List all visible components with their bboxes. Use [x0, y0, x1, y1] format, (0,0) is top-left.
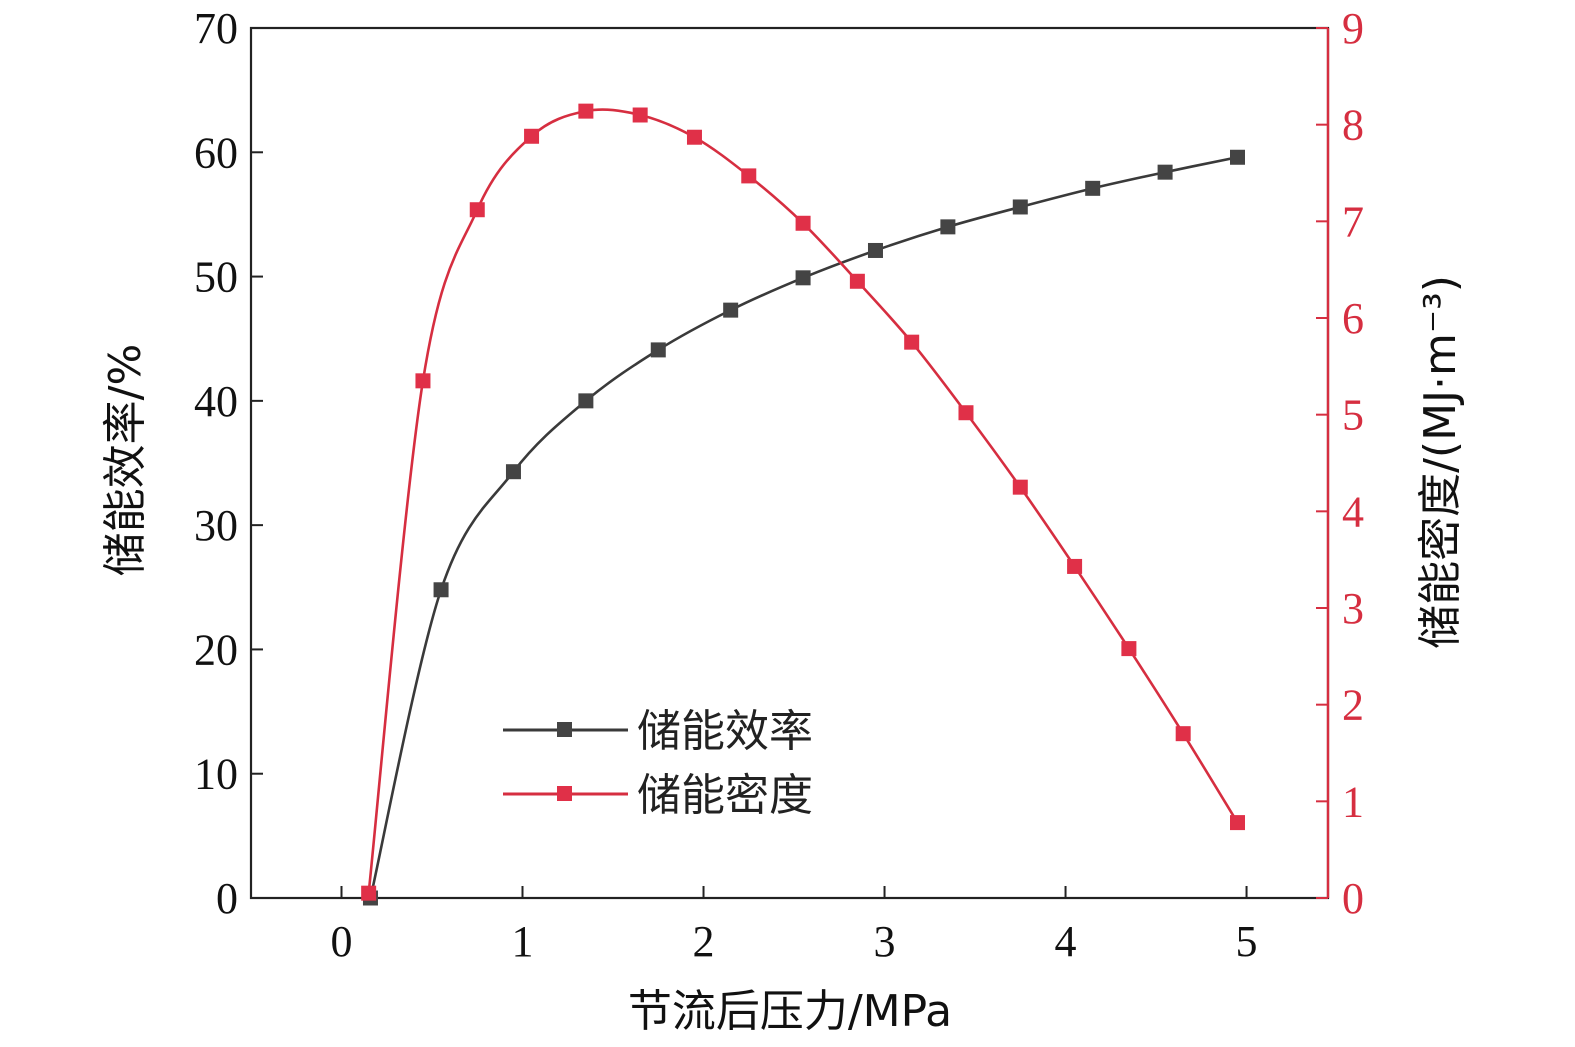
series-density-point [849, 273, 865, 289]
series-density-point [1067, 558, 1083, 574]
series-efficiency-point [1085, 180, 1101, 196]
series-density-point [904, 334, 920, 350]
series-efficiency-point [1157, 164, 1173, 180]
series-density-point [958, 405, 974, 421]
x-tick-label: 0 [331, 917, 353, 966]
y-right-tick-label: 4 [1342, 487, 1364, 536]
series-density-point [361, 885, 377, 901]
series-efficiency-point [795, 270, 811, 286]
series-density-point [469, 202, 485, 218]
y-right-tick-label: 6 [1342, 294, 1364, 343]
x-tick-label: 1 [512, 917, 534, 966]
series-efficiency-point [940, 219, 956, 235]
series-density-point [1175, 726, 1191, 742]
y-right-tick-label: 2 [1342, 681, 1364, 730]
series-efficiency-point [867, 242, 883, 258]
y-left-tick-label: 50 [194, 253, 238, 302]
left-axis: 0 10 20 30 40 50 60 70 [194, 4, 263, 923]
series-efficiency-point [650, 342, 666, 358]
series-density-point [578, 103, 594, 119]
y-left-axis-title: 储能效率/% [100, 344, 151, 577]
y-left-tick-label: 40 [194, 377, 238, 426]
series-density-point [795, 215, 811, 231]
series-density-point [1012, 479, 1028, 495]
series-efficiency-point [723, 302, 739, 318]
x-tick-label: 2 [693, 917, 715, 966]
series-density-point [686, 129, 702, 145]
y-right-tick-label: 5 [1342, 391, 1364, 440]
y-right-tick-label: 7 [1342, 197, 1364, 246]
series-efficiency-point [1230, 149, 1245, 165]
x-tick-label: 3 [874, 917, 896, 966]
y-left-tick-label: 0 [216, 874, 238, 923]
series-efficiency-point [578, 393, 594, 409]
series-density-point [415, 373, 431, 389]
series-density-point [632, 107, 648, 123]
series-efficiency-line [369, 155, 1238, 899]
series-density-point [741, 168, 757, 184]
legend-efficiency-marker [557, 722, 572, 737]
y-left-tick-label: 20 [194, 625, 238, 674]
series-density-point [1121, 641, 1137, 657]
x-tick-label: 5 [1236, 917, 1258, 966]
series-efficiency-point [505, 464, 521, 480]
legend: 储能效率 储能密度 [503, 706, 813, 821]
series-density-point [1230, 815, 1245, 831]
legend-efficiency-label: 储能效率 [637, 706, 813, 757]
y-right-tick-label: 0 [1342, 874, 1364, 923]
x-tick-label: 4 [1055, 917, 1077, 966]
series-layer [361, 103, 1245, 906]
series-density-point [524, 128, 540, 144]
y-right-tick-label: 1 [1342, 777, 1364, 826]
y-left-tick-label: 70 [194, 4, 238, 53]
legend-density-marker [557, 786, 572, 801]
legend-density-label: 储能密度 [637, 770, 813, 821]
y-right-tick-label: 8 [1342, 101, 1364, 150]
y-right-tick-label: 9 [1342, 4, 1364, 53]
series-density-line [367, 108, 1239, 894]
y-right-axis-title: 储能密度/(MJ·m⁻³) [1415, 275, 1466, 649]
y-left-tick-label: 30 [194, 501, 238, 550]
right-axis: 0 1 2 3 4 5 6 7 8 9 [1316, 4, 1364, 923]
series-efficiency-point [433, 582, 449, 598]
y-left-tick-label: 60 [194, 128, 238, 177]
x-axis-title: 节流后压力/MPa [628, 986, 952, 1037]
x-axis: 0 1 2 3 4 5 [331, 886, 1258, 966]
y-left-tick-label: 10 [194, 750, 238, 799]
series-efficiency-point [1012, 199, 1028, 215]
y-right-tick-label: 3 [1342, 584, 1364, 633]
